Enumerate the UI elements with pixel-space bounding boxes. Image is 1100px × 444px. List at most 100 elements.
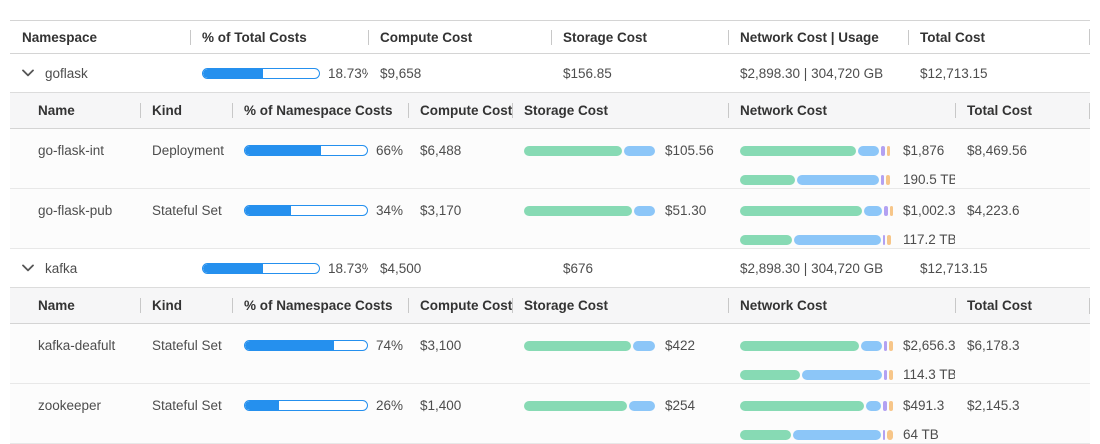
column-header-total-cost: Total Cost [908,30,1090,45]
column-header-percent-namespace-costs: % of Namespace Costs [232,298,408,313]
namespace-row-goflask[interactable]: goflask 18.73% $9,658 $156.85 $2,898.30 … [10,54,1090,92]
workload-total-cost: $8,469.56 [967,143,1028,158]
workload-total-cost: $6,178.3 [967,338,1020,353]
chevron-down-icon[interactable] [22,264,34,272]
namespace-row-kafka[interactable]: kafka 18.73% $4,500 $676 $2,898.30 | 304… [10,249,1090,287]
workload-storage-cell: $254 [512,398,728,413]
workload-network-cell: $491.3 64 TB [728,398,955,442]
workload-total-cost: $4,223.6 [967,203,1020,218]
column-header-kind: Kind [140,298,232,313]
network-usage-value: 114.3 TB [903,367,955,382]
storage-cost-bar [524,205,657,216]
network-cost-value: $2,656.3 [903,338,955,353]
workload-network-cell: $2,656.3 114.3 TB [728,338,955,382]
namespace-network-cost-usage: $2,898.30 | 304,720 GB [740,260,884,276]
column-header-network-cost-usage: Network Cost | Usage [728,30,908,45]
network-usage-value: 190.5 TB [903,172,955,187]
network-cost-value: $491.3 [903,398,945,413]
workload-percent-cell: 34% [232,203,408,218]
network-cost-bar [740,340,895,351]
column-header-network-cost: Network Cost [728,103,955,118]
percent-total-costs-label: 18.73% [328,260,368,276]
workload-header-row: Name Kind % of Namespace Costs Compute C… [10,287,1090,324]
workload-percent-cell: 66% [232,143,408,158]
workload-row-zookeeper[interactable]: zookeeper Stateful Set 26% $1,400 $254 $… [10,384,1090,444]
workload-header-row: Name Kind % of Namespace Costs Compute C… [10,92,1090,129]
percent-namespace-costs-bar [244,145,368,156]
namespace-storage-cost: $156.85 [563,65,612,81]
percent-namespace-costs-bar [244,400,368,411]
namespace-total-cost: $12,713.15 [920,65,988,81]
workload-network-cell: $1,876 190.5 TB [728,143,955,187]
percent-namespace-costs-label: 66% [376,143,404,158]
percent-namespace-costs-label: 26% [376,398,404,413]
workload-network-cell: $1,002.3 117.2 TB [728,203,955,247]
workload-row-go-flask-int[interactable]: go-flask-int Deployment 66% $6,488 $105.… [10,129,1090,189]
workload-name: kafka-deafult [38,338,116,353]
column-header-compute-cost: Compute Cost [408,103,512,118]
percent-total-costs-label: 18.73% [328,65,368,81]
table-header-row: Namespace % of Total Costs Compute Cost … [10,20,1090,54]
column-header-total-cost: Total Cost [955,103,1090,118]
column-header-percent-total-costs: % of Total Costs [190,30,368,45]
column-header-name: Name [38,103,75,118]
namespace-storage-cost: $676 [563,260,594,276]
storage-cost-value: $51.30 [665,203,707,218]
workload-compute-cost: $1,400 [420,398,462,413]
percent-namespace-costs-label: 74% [376,338,404,353]
percent-total-costs-bar [202,67,320,79]
network-usage-bar [740,234,895,245]
network-usage-value: 64 TB [903,427,939,442]
namespace-name: kafka [45,260,78,276]
network-cost-value: $1,876 [903,143,945,158]
workload-row-go-flask-pub[interactable]: go-flask-pub Stateful Set 34% $3,170 $51… [10,189,1090,249]
storage-cost-bar [524,145,657,156]
namespace-name-cell: kafka [10,261,190,276]
workload-storage-cell: $422 [512,338,728,353]
column-header-percent-namespace-costs: % of Namespace Costs [232,103,408,118]
storage-cost-value: $105.56 [665,143,714,158]
network-cost-bar [740,400,895,411]
percent-total-costs-bar [202,262,320,274]
network-usage-bar [740,369,895,380]
column-header-namespace: Namespace [22,29,98,45]
workload-percent-cell: 74% [232,338,408,353]
workload-row-kafka-deafult[interactable]: kafka-deafult Stateful Set 74% $3,100 $4… [10,324,1090,384]
column-header-storage-cost: Storage Cost [551,30,728,45]
workload-percent-cell: 26% [232,398,408,413]
workload-compute-cost: $6,488 [420,143,462,158]
percent-namespace-costs-bar [244,340,368,351]
storage-cost-bar [524,340,657,351]
chevron-down-icon[interactable] [22,69,34,77]
workload-kind: Deployment [152,143,225,158]
network-cost-bar [740,205,895,216]
network-usage-bar [740,429,895,440]
network-usage-bar [740,174,895,185]
workload-kind: Stateful Set [152,338,222,353]
storage-cost-value: $422 [665,338,696,353]
namespace-compute-cost: $4,500 [380,260,422,276]
namespace-network-cost-usage: $2,898.30 | 304,720 GB [740,65,884,81]
namespace-percent-cell: 18.73% [190,66,368,81]
workload-compute-cost: $3,100 [420,338,462,353]
network-usage-value: 117.2 TB [903,232,955,247]
network-cost-bar [740,145,895,156]
percent-namespace-costs-bar [244,205,368,216]
workload-kind: Stateful Set [152,398,222,413]
storage-cost-value: $254 [665,398,696,413]
column-header-storage-cost: Storage Cost [512,298,728,313]
namespace-name-cell: goflask [10,66,190,81]
storage-cost-bar [524,400,657,411]
workload-name: zookeeper [38,398,102,413]
namespace-percent-cell: 18.73% [190,261,368,276]
workload-total-cost: $2,145.3 [967,398,1020,413]
column-header-compute-cost: Compute Cost [368,30,551,45]
workload-compute-cost: $3,170 [420,203,462,218]
namespace-compute-cost: $9,658 [380,65,422,81]
workload-storage-cell: $51.30 [512,203,728,218]
column-header-storage-cost: Storage Cost [512,103,728,118]
namespace-name: goflask [45,65,88,81]
column-header-network-cost: Network Cost [728,298,955,313]
column-header-name: Name [38,298,75,313]
